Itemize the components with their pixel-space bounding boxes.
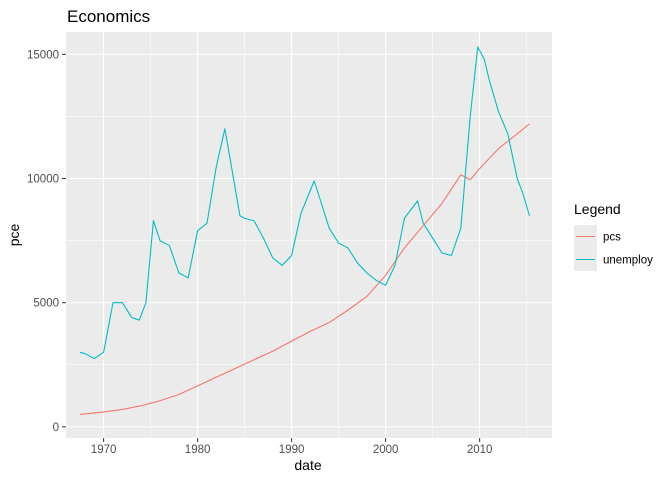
y-tick-label: 10000	[27, 174, 59, 186]
chart-title: Economics	[67, 7, 150, 26]
plot-panel	[66, 32, 552, 438]
y-tick-label: 15000	[27, 49, 59, 61]
legend-keys: pcs unemploy	[574, 225, 653, 271]
y-tick-label: 5000	[33, 298, 59, 310]
x-axis-title: date	[294, 457, 321, 473]
x-axis: 1970 1980 1990 2000 2010	[91, 438, 493, 456]
series-layer	[79, 46, 530, 415]
legend-label: unemploy	[603, 255, 653, 267]
x-tick-label: 1970	[91, 444, 117, 456]
y-axis-title: pce	[6, 224, 22, 247]
x-tick-label: 2000	[373, 444, 399, 456]
legend-title: Legend	[574, 201, 621, 217]
legend-label: pcs	[603, 232, 621, 244]
x-tick-label: 1980	[185, 444, 211, 456]
series-line-pcs	[80, 123, 530, 415]
series-line-unemploy	[79, 46, 530, 360]
x-tick-label: 2010	[467, 444, 493, 456]
major-gridlines	[66, 32, 552, 438]
y-axis: 0 5000 10000 15000	[27, 49, 66, 434]
legend: Legend pcs unemploy	[574, 201, 653, 271]
x-tick-label: 1990	[279, 444, 305, 456]
y-tick-label: 0	[53, 422, 59, 434]
minor-gridlines	[66, 32, 552, 438]
